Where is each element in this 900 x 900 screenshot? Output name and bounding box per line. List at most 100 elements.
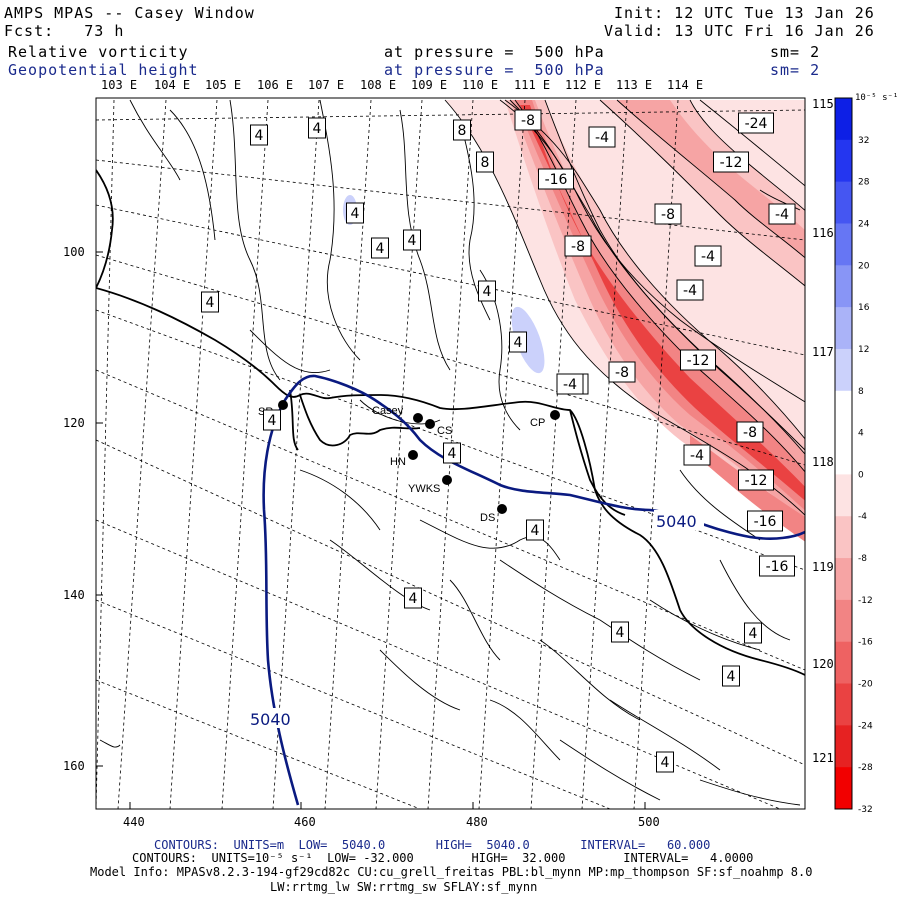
svg-text:4: 4 — [727, 669, 736, 685]
plot-title: AMPS MPAS -- Casey Window — [4, 4, 255, 22]
svg-text:-4: -4 — [563, 377, 577, 393]
colorbar-swatch — [835, 348, 852, 392]
svg-text:4: 4 — [483, 284, 492, 300]
contour-label: -12 — [738, 469, 774, 491]
station-ds-marker[interactable] — [497, 504, 507, 514]
svg-text:4: 4 — [749, 626, 758, 642]
contour-label: -12 — [713, 151, 749, 173]
svg-text:4: 4 — [268, 413, 277, 429]
contour-label: 4 — [308, 117, 326, 139]
colorbar-swatch — [835, 558, 852, 601]
svg-text:4: 4 — [448, 446, 457, 462]
station-sr-marker[interactable] — [278, 400, 288, 410]
footer-height-contours: CONTOURS: UNITS=m LOW= 5040.0 HIGH= 5040… — [154, 838, 711, 852]
y-tick-label: 160 — [63, 759, 85, 773]
colorbar-label: 0 — [858, 470, 864, 480]
field2-level: at pressure = 500 hPa — [384, 61, 605, 79]
svg-text:-16: -16 — [545, 172, 568, 188]
colorbar-swatch — [835, 725, 852, 768]
station-casey-marker[interactable] — [413, 413, 423, 423]
colorbar-label: 32 — [858, 136, 869, 146]
lon-top-label: 108 E — [360, 78, 397, 92]
svg-text:-8: -8 — [521, 113, 535, 129]
svg-text:-12: -12 — [745, 473, 768, 489]
station-cs-marker[interactable] — [425, 419, 435, 429]
lon-top-label: 114 E — [667, 78, 704, 92]
colorbar-swatch — [835, 265, 852, 308]
svg-text:4: 4 — [514, 335, 523, 351]
field1-smooth: sm= 2 — [770, 43, 821, 61]
svg-text:-8: -8 — [743, 425, 757, 441]
colorbar-label: -16 — [858, 638, 873, 648]
svg-text:4: 4 — [255, 128, 264, 144]
contour-label: -4 — [676, 279, 704, 301]
colorbar-swatch — [835, 139, 852, 183]
colorbar-swatch — [835, 516, 852, 559]
contour-label: 4 — [263, 409, 281, 431]
contour-label: 4 — [526, 519, 544, 541]
contour-label: -24 — [738, 112, 774, 134]
footer-vorticity-contours: CONTOURS: UNITS=10⁻⁵ s⁻¹ LOW= -32.000 HI… — [132, 851, 754, 865]
x-tick-label: 500 — [638, 815, 660, 829]
colorbar-swatch — [835, 683, 852, 726]
colorbar-label: 12 — [858, 345, 869, 355]
svg-text:-8: -8 — [571, 239, 585, 255]
svg-text:-8: -8 — [661, 207, 675, 223]
lon-top-label: 104 E — [154, 78, 191, 92]
contour-label: 4 — [346, 202, 364, 224]
colorbar-swatch — [835, 641, 852, 685]
lon-top-label: 109 E — [411, 78, 448, 92]
lon-top-label: 110 E — [462, 78, 499, 92]
station-cp-marker[interactable] — [550, 410, 560, 420]
contour-label: -16 — [538, 168, 574, 190]
y-tick-label: 120 — [63, 416, 85, 430]
svg-text:4: 4 — [409, 591, 418, 607]
colorbar-label: -20 — [858, 680, 873, 690]
colorbar-label: 20 — [858, 261, 870, 271]
geopotential-5040-contour — [262, 374, 805, 806]
contour-label: 4 — [371, 237, 389, 259]
contour-label: 8 — [476, 151, 494, 173]
contour-label: -16 — [759, 555, 795, 577]
colorbar-label: -32 — [858, 805, 873, 815]
station-hn-marker[interactable] — [408, 450, 418, 460]
footer-physics-info: LW:rrtmg_lw SW:rrtmg_sw SFLAY:sf_mynn — [270, 880, 538, 894]
lon-top-label: 103 E — [101, 78, 138, 92]
colorbar-swatch — [835, 432, 852, 475]
station-label-ywks: YWKS — [408, 483, 440, 495]
station-label-ds: DS — [480, 512, 495, 524]
contour-label: -16 — [747, 510, 783, 532]
colorbar-label: -4 — [858, 512, 867, 522]
svg-text:4: 4 — [661, 755, 670, 771]
footer-model-info: Model Info: MPASv8.2.3-194-gf29cd82c CU:… — [90, 865, 813, 879]
svg-text:8: 8 — [458, 123, 467, 139]
plot-frame — [95, 97, 806, 810]
contour-label: -8 — [514, 109, 542, 131]
colorbar-swatch — [835, 390, 852, 434]
colorbar-frame — [834, 97, 853, 810]
contour-label: -12 — [680, 349, 716, 371]
lon-top-label: 106 E — [257, 78, 294, 92]
station-ywks-marker[interactable] — [442, 475, 452, 485]
svg-text:-16: -16 — [754, 514, 777, 530]
contour-label: 4 — [404, 587, 422, 609]
x-tick-label: 460 — [294, 815, 316, 829]
colorbar-label: 4 — [858, 429, 864, 439]
colorbar-swatch — [835, 599, 852, 643]
svg-text:-4: -4 — [701, 249, 715, 265]
colorbar-label: -12 — [858, 596, 873, 606]
colorbar-swatch — [835, 767, 852, 810]
x-tick-label: 440 — [123, 815, 145, 829]
svg-text:-16: -16 — [766, 559, 789, 575]
contour-label: 4 — [201, 291, 219, 313]
colorbar-label: 8 — [858, 387, 864, 397]
contour-label: -4 — [588, 126, 616, 148]
contour-label: 4 — [509, 331, 527, 353]
svg-text:-8: -8 — [615, 365, 629, 381]
svg-text:4: 4 — [206, 295, 215, 311]
lon-top-label: 113 E — [616, 78, 653, 92]
colorbar-label: 16 — [858, 303, 870, 313]
station-label-casey: Casey — [372, 405, 404, 417]
colorbar-label: 28 — [858, 178, 870, 188]
contour-label: -4 — [768, 203, 796, 225]
